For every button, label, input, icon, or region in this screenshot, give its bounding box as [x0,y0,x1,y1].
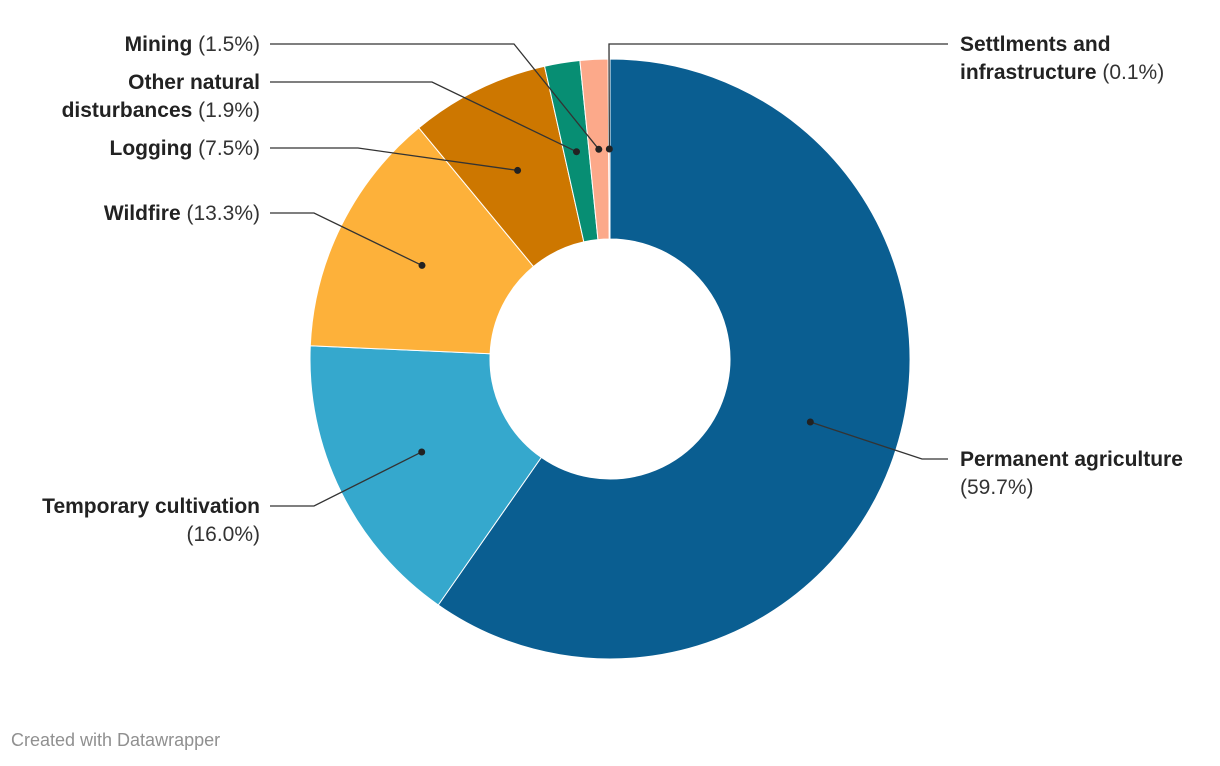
labels-group: Permanent agriculture (59.7%) Temporary cu… [42,33,1183,546]
slice-value-other-natural-disturbances: (1.9%) [192,99,260,122]
slice-temporary-cultivation[interactable] [309,345,543,606]
slice-label-wildfire: Wildfire [104,202,181,225]
label-other-natural-disturbances-line-1: Other natural [128,71,260,94]
slices-group [309,58,911,660]
leader-line-logging [270,147,518,172]
slice-label-settlments-and-infrastructure: Settlments and [960,33,1111,56]
leader-dot-mining [595,145,603,153]
leader-line-mining [270,43,600,150]
slice-value-temporary-cultivation: (16.0%) [186,523,260,546]
leader-dot-temporary-cultivation [418,448,426,456]
label-settlments-and-infrastructure-line-2: infrastructure (0.1%) [960,61,1164,84]
slice-value-permanent-agriculture: (59.7%) [960,476,1034,499]
leader-line-settlments-and-infrastructure [608,43,948,150]
leader-line-other-natural-disturbances [270,81,577,153]
slice-label-temporary-cultivation: Temporary cultivation [42,495,260,518]
slice-label-other-natural-disturbances: Other natural [128,71,260,94]
leader-dot-logging [514,166,522,174]
label-logging-line-1: Logging (7.5%) [110,137,261,160]
leader-dot-other-natural-disturbances [572,148,580,156]
slice-label-permanent-agriculture: Permanent agriculture [960,448,1183,471]
label-settlments-and-infrastructure-line-1: Settlments and [960,33,1111,56]
leader-dot-settlments-and-infrastructure [605,145,613,153]
leader-line-permanent-agriculture [810,421,948,460]
slice-value-wildfire: (13.3%) [181,202,260,225]
slice-label-other-natural-disturbances: disturbances [62,99,193,122]
slice-label-settlments-and-infrastructure: infrastructure [960,61,1097,84]
slice-value-settlments-and-infrastructure: (0.1%) [1097,61,1165,84]
slice-permanent-agriculture[interactable] [437,58,911,660]
leader-line-wildfire [270,212,423,267]
credit-text: Created with Datawrapper [11,730,221,750]
leader-lines-group [270,43,948,507]
label-permanent-agriculture-line-2: (59.7%) [960,476,1034,499]
label-temporary-cultivation-line-1: Temporary cultivation [42,495,260,518]
slice-label-logging: Logging [110,137,193,160]
slice-label-mining: Mining [125,33,193,56]
label-other-natural-disturbances-line-2: disturbances (1.9%) [62,99,260,122]
label-wildfire-line-1: Wildfire (13.3%) [104,202,260,225]
label-temporary-cultivation-line-2: (16.0%) [186,523,260,546]
slice-wildfire[interactable] [309,127,535,355]
label-permanent-agriculture-line-1: Permanent agriculture [960,448,1183,471]
slice-value-logging: (7.5%) [192,137,260,160]
leader-dot-permanent-agriculture [806,418,814,426]
leader-line-temporary-cultivation [270,451,422,507]
label-mining-line-1: Mining (1.5%) [125,33,260,56]
slice-value-mining: (1.5%) [192,33,260,56]
leader-dot-wildfire [418,261,426,269]
